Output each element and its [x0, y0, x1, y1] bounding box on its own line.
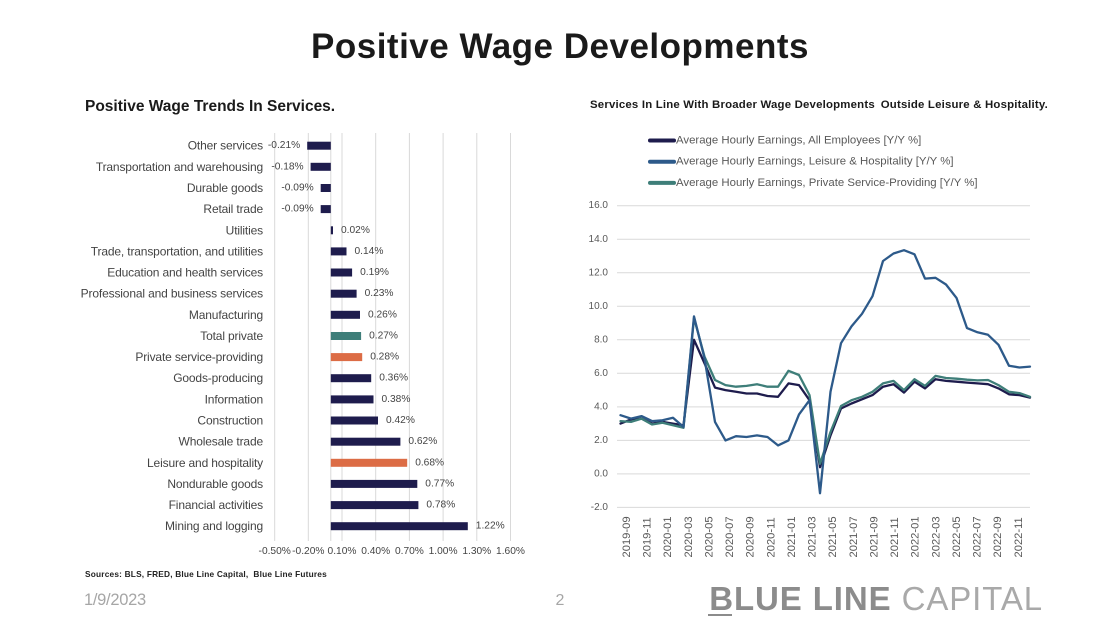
svg-text:8.0: 8.0	[594, 334, 608, 345]
svg-text:0.10%: 0.10%	[328, 546, 357, 557]
svg-text:10.0: 10.0	[589, 301, 609, 312]
svg-text:16.0: 16.0	[589, 200, 609, 211]
svg-text:-0.50%: -0.50%	[259, 546, 291, 557]
svg-text:Financial activities: Financial activities	[169, 498, 264, 512]
svg-text:0.02%: 0.02%	[341, 225, 370, 236]
svg-text:Information: Information	[205, 392, 263, 406]
svg-text:0.14%: 0.14%	[355, 246, 384, 257]
svg-text:0.0: 0.0	[594, 468, 608, 479]
svg-text:0.38%: 0.38%	[382, 394, 411, 405]
svg-text:2019-11: 2019-11	[642, 517, 654, 557]
svg-text:2020-11: 2020-11	[765, 517, 777, 557]
svg-text:2021-11: 2021-11	[889, 517, 901, 557]
svg-text:Other services: Other services	[188, 139, 263, 153]
svg-text:1.00%: 1.00%	[429, 546, 458, 557]
svg-text:1.22%: 1.22%	[476, 521, 505, 532]
svg-text:Leisure and hospitality: Leisure and hospitality	[147, 456, 263, 470]
svg-text:Durable goods: Durable goods	[187, 181, 263, 195]
svg-text:0.78%: 0.78%	[426, 500, 455, 511]
svg-text:6.0: 6.0	[594, 368, 608, 379]
svg-text:0.19%: 0.19%	[360, 267, 389, 278]
svg-text:0.26%: 0.26%	[368, 309, 397, 320]
svg-text:0.27%: 0.27%	[369, 331, 398, 342]
svg-text:2022-11: 2022-11	[1013, 517, 1025, 557]
svg-text:Transportation and warehousing: Transportation and warehousing	[96, 160, 263, 174]
svg-text:-0.21%: -0.21%	[268, 140, 300, 151]
svg-text:2022-03: 2022-03	[930, 516, 942, 557]
svg-text:Trade, transportation, and uti: Trade, transportation, and utilities	[91, 244, 263, 258]
svg-text:0.62%: 0.62%	[408, 436, 437, 447]
svg-text:0.36%: 0.36%	[379, 373, 408, 384]
svg-text:2022-07: 2022-07	[972, 516, 984, 557]
svg-text:0.42%: 0.42%	[386, 415, 415, 426]
svg-text:Manufacturing: Manufacturing	[189, 308, 263, 322]
svg-text:2022-09: 2022-09	[992, 516, 1004, 557]
svg-text:1.30%: 1.30%	[462, 546, 491, 557]
svg-text:-2.0: -2.0	[591, 502, 609, 513]
svg-text:0.23%: 0.23%	[365, 288, 394, 299]
svg-text:2020-01: 2020-01	[662, 516, 674, 557]
svg-text:2021-07: 2021-07	[848, 516, 860, 557]
svg-text:-0.20%: -0.20%	[292, 546, 324, 557]
svg-text:2.0: 2.0	[594, 435, 608, 446]
svg-text:Utilities: Utilities	[226, 223, 263, 237]
svg-text:Average Hourly Earnings, All E: Average Hourly Earnings, All Employees […	[676, 135, 921, 147]
svg-text:2021-01: 2021-01	[786, 516, 798, 557]
svg-text:1.60%: 1.60%	[496, 546, 525, 557]
svg-text:14.0: 14.0	[589, 234, 609, 245]
svg-text:2021-03: 2021-03	[807, 516, 819, 557]
svg-text:Construction: Construction	[197, 414, 263, 428]
svg-text:Private service-providing: Private service-providing	[135, 350, 263, 364]
svg-text:Wholesale trade: Wholesale trade	[179, 435, 264, 449]
svg-text:0.40%: 0.40%	[361, 546, 390, 557]
svg-text:Average Hourly Earnings, Leisu: Average Hourly Earnings, Leisure & Hospi…	[676, 156, 954, 168]
svg-text:2020-03: 2020-03	[683, 516, 695, 557]
svg-text:12.0: 12.0	[589, 267, 609, 278]
svg-text:0.70%: 0.70%	[395, 546, 424, 557]
svg-text:Nondurable goods: Nondurable goods	[167, 477, 263, 491]
svg-text:Mining and logging: Mining and logging	[165, 519, 263, 533]
svg-text:-0.09%: -0.09%	[281, 204, 313, 215]
svg-text:2022-05: 2022-05	[951, 516, 963, 557]
svg-text:2022-01: 2022-01	[910, 516, 922, 557]
svg-text:Professional and business serv: Professional and business services	[81, 287, 263, 301]
svg-text:2020-07: 2020-07	[724, 516, 736, 557]
svg-text:0.68%: 0.68%	[415, 457, 444, 468]
svg-text:Retail trade: Retail trade	[203, 202, 263, 216]
svg-text:4.0: 4.0	[594, 401, 608, 412]
svg-text:Goods-producing: Goods-producing	[173, 371, 263, 385]
svg-text:2021-09: 2021-09	[869, 516, 881, 557]
svg-text:-0.09%: -0.09%	[281, 183, 313, 194]
svg-text:-0.18%: -0.18%	[271, 161, 303, 172]
svg-text:0.28%: 0.28%	[370, 352, 399, 363]
svg-text:0.77%: 0.77%	[425, 478, 454, 489]
svg-text:Education and health services: Education and health services	[107, 266, 263, 280]
svg-text:2019-09: 2019-09	[621, 516, 633, 557]
svg-text:2021-05: 2021-05	[827, 516, 839, 557]
svg-text:2020-09: 2020-09	[745, 516, 757, 557]
svg-text:2020-05: 2020-05	[703, 516, 715, 557]
svg-text:Total private: Total private	[200, 329, 263, 343]
svg-text:Average Hourly Earnings, Priva: Average Hourly Earnings, Private Service…	[676, 177, 978, 189]
